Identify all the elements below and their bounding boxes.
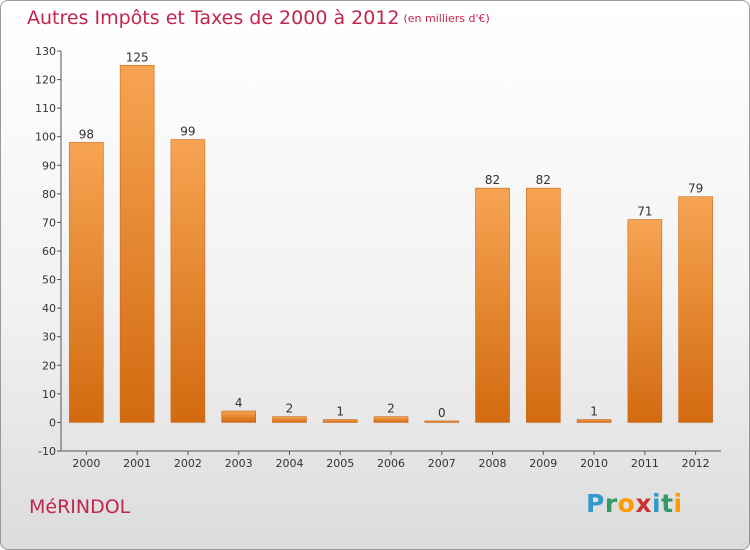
value-label-2011: 71 — [637, 205, 652, 219]
commune-name: MéRINDOL — [29, 496, 131, 518]
logo-letter: i — [673, 489, 683, 518]
chart-title: Autres Impôts et Taxes de 2000 à 2012 (en… — [27, 7, 490, 29]
x-tick-label: 2007 — [428, 457, 456, 470]
bar-2009 — [526, 187, 561, 423]
bar-2012 — [678, 196, 713, 423]
value-label-2001: 125 — [126, 50, 149, 64]
y-tick-label: 40 — [42, 302, 56, 315]
value-label-2003: 4 — [235, 396, 243, 410]
value-label-2004: 2 — [286, 402, 294, 416]
value-label-2002: 99 — [180, 125, 195, 139]
value-label-2000: 98 — [79, 127, 94, 141]
y-tick-label: 50 — [42, 274, 56, 287]
value-label-2005: 1 — [336, 405, 344, 419]
value-label-2010: 1 — [590, 405, 598, 419]
x-tick-label: 2011 — [631, 457, 659, 470]
x-tick-label: 2009 — [529, 457, 557, 470]
bar-2001 — [119, 64, 155, 423]
logo-letter: o — [617, 489, 636, 518]
bar-2010 — [576, 419, 612, 423]
y-tick-label: 110 — [35, 102, 56, 115]
bar-2007 — [424, 420, 460, 423]
bar-2002 — [170, 139, 206, 423]
value-label-2007: 0 — [438, 406, 446, 420]
x-tick-label: 2002 — [174, 457, 202, 470]
bar-2000 — [69, 142, 104, 423]
x-tick-label: 2012 — [682, 457, 710, 470]
x-tick-label: 2001 — [123, 457, 151, 470]
x-tick-label: 2010 — [580, 457, 608, 470]
logo-letter: i — [652, 489, 662, 518]
bar-2006 — [373, 416, 409, 423]
chart-unit: (en milliers d'€) — [403, 12, 490, 25]
y-tick-label: 60 — [42, 245, 56, 258]
x-tick-label: 2006 — [377, 457, 405, 470]
x-tick-label: 2004 — [275, 457, 303, 470]
y-tick-label: -10 — [38, 445, 56, 458]
value-label-2009: 82 — [536, 173, 551, 187]
proxiti-logo: Proxiti — [586, 489, 683, 518]
y-tick-label: 100 — [35, 131, 56, 144]
y-tick-label: 120 — [35, 74, 56, 87]
bar-2008 — [475, 187, 510, 423]
y-tick-label: 130 — [35, 45, 56, 58]
y-tick-label: 30 — [42, 331, 56, 344]
value-label-2008: 82 — [485, 173, 500, 187]
logo-letter: t — [661, 489, 674, 518]
logo-letter: P — [586, 489, 605, 518]
x-tick-label: 2000 — [72, 457, 100, 470]
bar-2005 — [322, 419, 358, 423]
logo-letter: r — [604, 489, 618, 518]
y-tick-label: 70 — [42, 216, 56, 229]
bar-2003 — [221, 410, 256, 423]
x-tick-label: 2008 — [479, 457, 507, 470]
y-tick-label: 10 — [42, 388, 56, 401]
y-tick-label: 90 — [42, 159, 56, 172]
y-tick-label: 0 — [49, 416, 56, 429]
bar-2011 — [627, 219, 663, 423]
bar-2004 — [272, 416, 307, 423]
x-tick-label: 2003 — [225, 457, 253, 470]
y-tick-label: 20 — [42, 359, 56, 372]
chart-value-labels: 98 125 99 4 2 1 2 0 82 82 1 71 79 — [79, 50, 704, 420]
chart-bars — [69, 64, 713, 423]
value-label-2012: 79 — [688, 182, 703, 196]
x-tick-label: 2005 — [326, 457, 354, 470]
y-tick-label: 80 — [42, 188, 56, 201]
logo-letter: x — [635, 489, 652, 518]
value-label-2006: 2 — [387, 402, 395, 416]
chart-title-text: Autres Impôts et Taxes de 2000 à 2012 — [27, 7, 400, 29]
